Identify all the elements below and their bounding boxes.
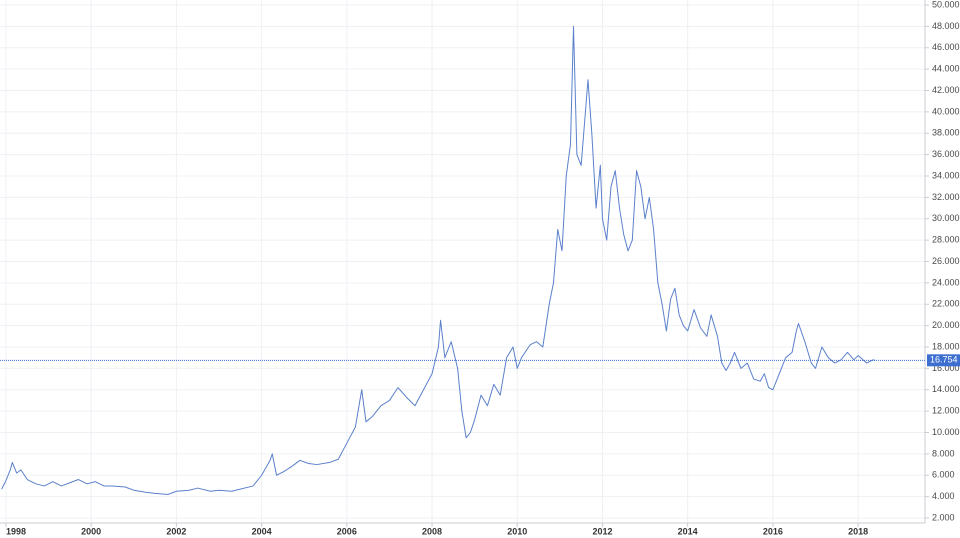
y-tick-label: 8.000 (932, 448, 955, 458)
x-tick-label: 2006 (337, 526, 357, 536)
x-tick-label: 2000 (81, 526, 101, 536)
x-tick-label: 2018 (848, 526, 868, 536)
y-tick-label: 16.000 (932, 363, 960, 373)
y-tick-label: 40.000 (932, 106, 960, 116)
y-tick-label: 30.000 (932, 213, 960, 223)
x-tick-label: 2012 (592, 526, 612, 536)
x-tick-label: 2016 (763, 526, 783, 536)
x-tick-label: 2010 (507, 526, 527, 536)
y-tick-label: 2.000 (932, 512, 955, 522)
x-tick-label: 2002 (166, 526, 186, 536)
y-tick-label: 50.000 (932, 0, 960, 9)
y-tick-label: 6.000 (932, 470, 955, 480)
y-tick-label: 22.000 (932, 299, 960, 309)
y-tick-label: 18.000 (932, 341, 960, 351)
y-tick-label: 4.000 (932, 491, 955, 501)
y-tick-label: 28.000 (932, 235, 960, 245)
y-tick-label: 46.000 (932, 42, 960, 52)
y-tick-label: 10.000 (932, 427, 960, 437)
y-tick-label: 44.000 (932, 64, 960, 74)
y-tick-label: 12.000 (932, 406, 960, 416)
y-tick-label: 34.000 (932, 170, 960, 180)
y-tick-label: 24.000 (932, 277, 960, 287)
x-tick-label: 1998 (6, 526, 26, 536)
y-tick-label: 20.000 (932, 320, 960, 330)
price-line (1, 25, 876, 495)
y-tick-label: 14.000 (932, 384, 960, 394)
x-tick-label: 2004 (252, 526, 272, 536)
x-tick-label: 2014 (678, 526, 698, 536)
y-tick-label: 42.000 (932, 85, 960, 95)
y-tick-label: 36.000 (932, 149, 960, 159)
grid (0, 0, 925, 523)
current-price-label: 16.754 (930, 355, 958, 365)
y-tick-label: 32.000 (932, 192, 960, 202)
current-price-box (927, 354, 960, 367)
y-tick-label: 38.000 (932, 128, 960, 138)
y-tick-label: 48.000 (932, 21, 960, 31)
y-tick-label: 26.000 (932, 256, 960, 266)
x-tick-label: 2008 (422, 526, 442, 536)
